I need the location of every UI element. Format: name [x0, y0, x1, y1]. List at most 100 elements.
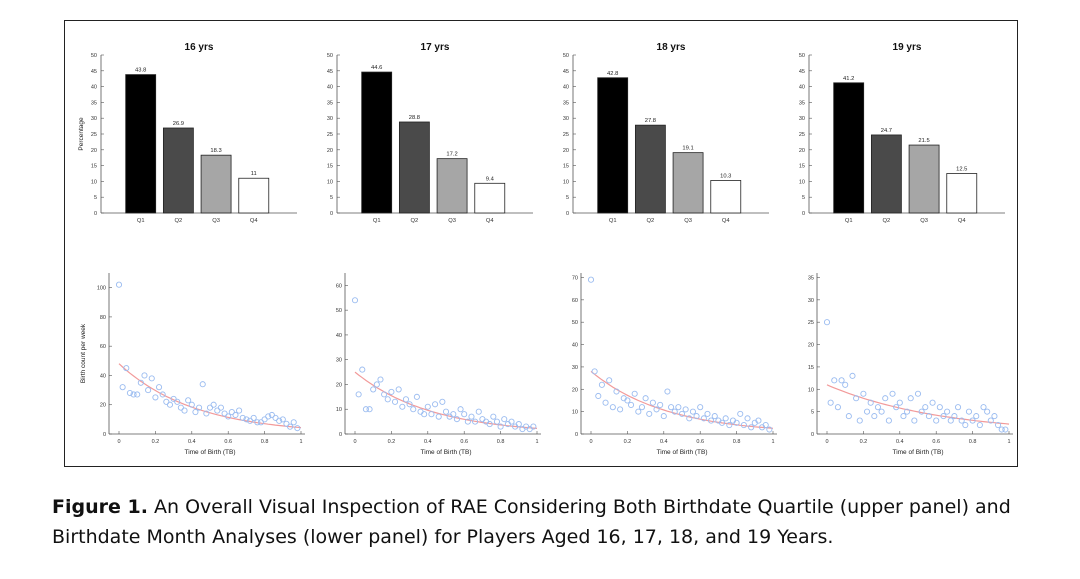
data-point	[733, 419, 740, 426]
bar-data-label: 26.9	[173, 121, 184, 127]
data-point	[185, 397, 192, 404]
fit-line	[590, 370, 774, 429]
data-point	[265, 413, 272, 420]
data-point	[406, 401, 413, 408]
data-point	[384, 396, 391, 403]
data-point	[272, 414, 279, 421]
y-tick-label: 30	[563, 116, 569, 122]
data-point	[849, 372, 856, 379]
bar-data-label: 9.4	[486, 176, 495, 182]
y-tick-label: 35	[327, 100, 333, 106]
data-point	[918, 408, 925, 415]
data-point	[766, 426, 773, 433]
data-point	[442, 408, 450, 415]
data-point	[159, 391, 166, 398]
x-tick-label: 0.4	[896, 439, 904, 445]
data-point	[250, 414, 257, 421]
data-point	[134, 391, 141, 398]
data-point	[653, 406, 660, 413]
data-point	[373, 381, 380, 388]
bar	[710, 180, 742, 214]
x-tick-label: Q1	[609, 218, 617, 224]
data-point	[508, 418, 515, 425]
fit-line	[826, 384, 1010, 425]
data-point	[428, 411, 435, 418]
data-point	[468, 413, 475, 420]
x-tick-label: 0.2	[624, 439, 632, 445]
data-point	[130, 391, 137, 398]
data-point	[246, 417, 254, 424]
y-tick-label: 100	[97, 286, 106, 292]
x-tick-label: 0	[825, 439, 828, 445]
data-point	[155, 384, 163, 391]
y-tick-label: 35	[91, 100, 97, 106]
data-point	[119, 384, 126, 391]
x-axis-label: Time of Birth (TB)	[420, 449, 471, 456]
data-point	[181, 407, 188, 414]
y-tick-label: 60	[100, 344, 106, 350]
y-tick-label: 45	[91, 69, 97, 75]
data-point	[700, 415, 707, 422]
bar	[474, 182, 506, 214]
data-point	[704, 410, 711, 417]
data-point	[421, 411, 428, 418]
bar-data-label: 21.5	[918, 138, 929, 144]
x-tick-label: Q4	[958, 218, 967, 224]
x-tick-label: Q3	[212, 218, 220, 224]
y-tick-label: 20	[563, 148, 569, 154]
caption-text: An Overall Visual Inspection of RAE Cons…	[52, 496, 1011, 548]
x-axis-label: Time of Birth (TB)	[892, 449, 943, 456]
data-point	[871, 413, 878, 420]
data-point	[192, 408, 199, 416]
bar	[946, 173, 978, 214]
data-point	[722, 415, 729, 422]
data-point	[726, 422, 733, 429]
x-tick-label: Q4	[722, 218, 731, 224]
x-tick-label: 0.8	[969, 439, 977, 445]
data-point	[366, 406, 373, 413]
data-point	[904, 408, 911, 415]
y-tick-label: 10	[808, 387, 814, 393]
data-point	[148, 375, 155, 382]
x-tick-label: 0	[117, 439, 120, 445]
bar-data-label: 24.7	[881, 128, 892, 134]
data-point	[987, 417, 994, 424]
data-point	[860, 390, 867, 397]
chart-title: 17 yrs	[421, 42, 450, 53]
y-tick-label: 25	[563, 132, 569, 138]
data-point	[744, 415, 751, 422]
data-point	[642, 395, 649, 402]
data-point	[863, 408, 871, 415]
data-point	[708, 417, 715, 424]
x-tick-label: Q2	[411, 218, 419, 224]
data-point	[929, 399, 936, 406]
data-point	[351, 297, 359, 304]
y-tick-label: 20	[799, 148, 805, 154]
y-tick-label: 25	[91, 132, 97, 138]
y-tick-label: 10	[336, 407, 342, 413]
y-tick-label: 25	[327, 132, 333, 138]
data-point	[587, 276, 595, 283]
data-point	[853, 395, 860, 402]
y-tick-label: 45	[799, 69, 805, 75]
data-point	[762, 422, 769, 429]
data-point	[123, 365, 130, 372]
bar	[398, 121, 430, 214]
x-tick-label: Q2	[175, 218, 183, 224]
y-tick-label: 5	[566, 195, 569, 201]
data-point	[991, 413, 998, 420]
y-tick-label: 0	[94, 211, 97, 217]
bar	[361, 71, 393, 214]
data-point	[475, 408, 482, 415]
data-point	[530, 423, 537, 430]
data-point	[174, 398, 181, 405]
y-tick-label: 60	[336, 283, 342, 289]
x-tick-label: 1	[535, 439, 538, 445]
data-point	[649, 399, 656, 406]
data-point	[885, 417, 892, 424]
x-tick-label: 0.4	[660, 439, 668, 445]
data-point	[515, 421, 522, 428]
y-tick-label: 40	[91, 85, 97, 91]
data-point	[239, 414, 246, 421]
data-point	[417, 408, 424, 415]
